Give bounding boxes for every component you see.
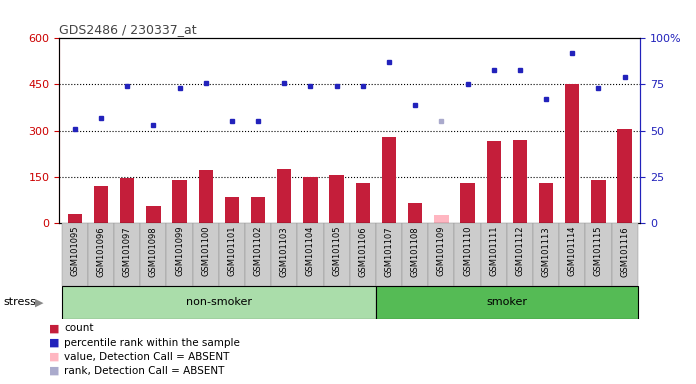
Text: GSM101112: GSM101112 bbox=[516, 226, 524, 276]
Bar bbox=[533, 223, 559, 286]
Bar bbox=[88, 223, 114, 286]
Text: GSM101102: GSM101102 bbox=[253, 226, 262, 276]
Bar bbox=[193, 223, 219, 286]
Text: GSM101110: GSM101110 bbox=[463, 226, 472, 276]
Text: GSM101099: GSM101099 bbox=[175, 226, 184, 276]
Bar bbox=[198, 170, 213, 223]
Text: GSM101095: GSM101095 bbox=[70, 226, 79, 276]
Text: GSM101103: GSM101103 bbox=[280, 226, 289, 276]
Bar bbox=[141, 223, 166, 286]
Bar bbox=[376, 286, 638, 319]
Bar bbox=[277, 169, 292, 223]
Bar bbox=[402, 223, 428, 286]
Text: GSM101111: GSM101111 bbox=[489, 226, 498, 276]
Bar bbox=[356, 183, 370, 223]
Bar bbox=[507, 223, 533, 286]
Bar bbox=[376, 223, 402, 286]
Bar bbox=[481, 223, 507, 286]
Text: rank, Detection Call = ABSENT: rank, Detection Call = ABSENT bbox=[64, 366, 224, 376]
Bar bbox=[120, 178, 134, 223]
Bar bbox=[271, 223, 297, 286]
Text: non-smoker: non-smoker bbox=[186, 297, 252, 308]
Bar bbox=[297, 223, 324, 286]
Text: GSM101106: GSM101106 bbox=[358, 226, 367, 276]
Text: GSM101104: GSM101104 bbox=[306, 226, 315, 276]
Bar bbox=[62, 223, 88, 286]
Bar bbox=[460, 183, 475, 223]
Bar bbox=[565, 84, 580, 223]
Bar bbox=[434, 215, 448, 223]
Bar bbox=[559, 223, 585, 286]
Text: ▶: ▶ bbox=[35, 297, 43, 308]
Text: GSM101116: GSM101116 bbox=[620, 226, 629, 276]
Bar bbox=[591, 180, 606, 223]
Text: GDS2486 / 230337_at: GDS2486 / 230337_at bbox=[59, 23, 197, 36]
Bar bbox=[62, 286, 376, 319]
Bar bbox=[173, 180, 187, 223]
Text: GSM101107: GSM101107 bbox=[384, 226, 393, 276]
Text: percentile rank within the sample: percentile rank within the sample bbox=[64, 338, 240, 348]
Text: ■: ■ bbox=[49, 366, 59, 376]
Text: value, Detection Call = ABSENT: value, Detection Call = ABSENT bbox=[64, 352, 230, 362]
Text: GSM101097: GSM101097 bbox=[122, 226, 132, 276]
Text: count: count bbox=[64, 323, 93, 333]
Text: GSM101108: GSM101108 bbox=[411, 226, 420, 276]
Bar bbox=[487, 141, 501, 223]
Bar bbox=[251, 197, 265, 223]
Text: GSM101101: GSM101101 bbox=[228, 226, 237, 276]
Bar bbox=[324, 223, 350, 286]
Text: GSM101100: GSM101100 bbox=[201, 226, 210, 276]
Bar bbox=[617, 129, 632, 223]
Bar bbox=[428, 223, 454, 286]
Bar bbox=[539, 183, 553, 223]
Bar bbox=[166, 223, 193, 286]
Text: GSM101098: GSM101098 bbox=[149, 226, 158, 276]
Bar bbox=[114, 223, 141, 286]
Bar bbox=[513, 140, 527, 223]
Text: ■: ■ bbox=[49, 323, 59, 333]
Bar bbox=[146, 206, 161, 223]
Bar bbox=[612, 223, 638, 286]
Bar bbox=[454, 223, 481, 286]
Bar bbox=[382, 137, 396, 223]
Bar bbox=[329, 175, 344, 223]
Bar bbox=[94, 186, 109, 223]
Text: GSM101114: GSM101114 bbox=[568, 226, 577, 276]
Text: stress: stress bbox=[3, 297, 36, 308]
Bar bbox=[245, 223, 271, 286]
Text: ■: ■ bbox=[49, 352, 59, 362]
Text: GSM101115: GSM101115 bbox=[594, 226, 603, 276]
Text: ■: ■ bbox=[49, 338, 59, 348]
Bar bbox=[408, 203, 422, 223]
Bar bbox=[585, 223, 612, 286]
Text: GSM101096: GSM101096 bbox=[97, 226, 106, 276]
Bar bbox=[350, 223, 376, 286]
Text: smoker: smoker bbox=[487, 297, 528, 308]
Bar bbox=[225, 197, 239, 223]
Text: GSM101113: GSM101113 bbox=[541, 226, 551, 276]
Bar bbox=[68, 214, 82, 223]
Bar bbox=[303, 177, 317, 223]
Text: GSM101109: GSM101109 bbox=[437, 226, 446, 276]
Bar bbox=[219, 223, 245, 286]
Text: GSM101105: GSM101105 bbox=[332, 226, 341, 276]
